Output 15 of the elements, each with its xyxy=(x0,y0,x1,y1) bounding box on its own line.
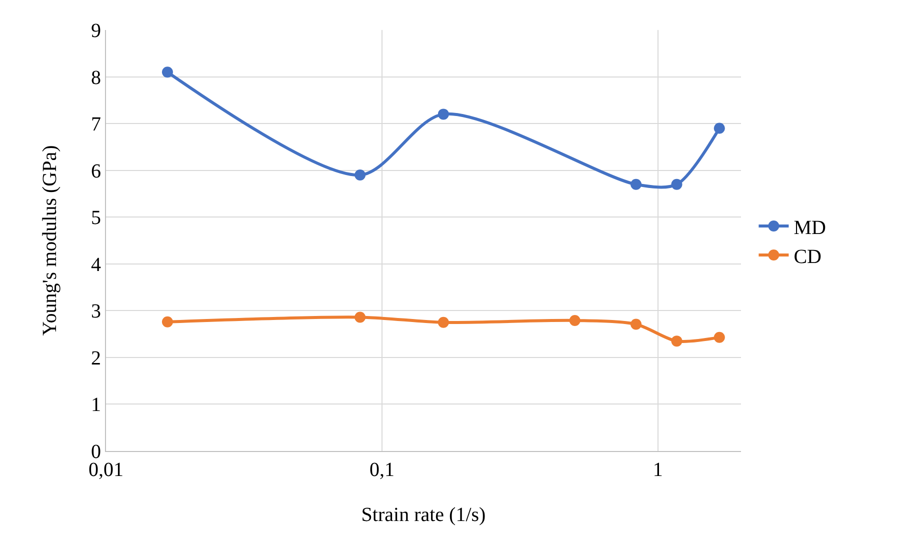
y-tick-label: 6 xyxy=(91,160,101,182)
y-tick-label: 8 xyxy=(91,66,101,89)
y-tick-label: 3 xyxy=(91,300,101,323)
legend-label: CD xyxy=(794,246,822,268)
y-tick-label: 1 xyxy=(91,394,101,416)
legend-label: MD xyxy=(794,216,826,239)
y-tick-label: 5 xyxy=(91,207,101,230)
x-axis-title: Strain rate (1/s) xyxy=(361,504,486,526)
y-tick-label: 9 xyxy=(91,20,101,42)
x-tick-label: 1 xyxy=(652,459,663,481)
x-tick-label: 0,1 xyxy=(369,459,394,481)
y-axis-title: Young's modulus (GPa) xyxy=(39,145,61,336)
y-tick-label: 2 xyxy=(91,347,101,370)
y-tick-label: 7 xyxy=(91,114,101,136)
y-tick-label: 4 xyxy=(91,254,101,276)
